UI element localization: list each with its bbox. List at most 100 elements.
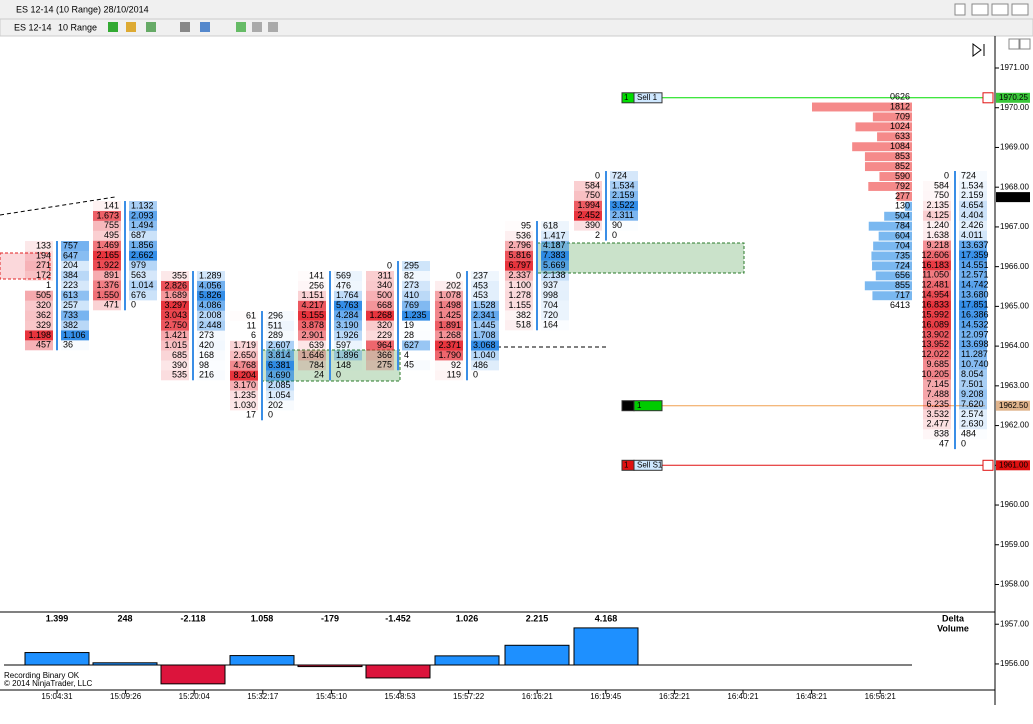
price-label: 1964.00 [1000,341,1029,350]
ask-cell [61,250,89,261]
ask-volume: 1.896 [336,350,359,360]
minimize-button[interactable] [971,3,989,16]
bid-cell [298,350,326,361]
profile-value: 709 [895,111,910,121]
ask-volume: 569 [336,270,351,280]
time-label: 15:45:10 [316,692,348,701]
order-cancel[interactable] [982,459,994,471]
price-label: 1971.00 [1000,63,1029,72]
price-label: 1956.00 [1000,659,1029,668]
panel-button[interactable] [1019,38,1031,50]
bid-cell [93,270,121,281]
bid-volume: 271 [36,260,51,270]
bid-volume: 838 [934,429,949,439]
ask-volume: 11.287 [961,349,988,359]
instrument-selector[interactable]: ES 12-14 [14,22,52,32]
bid-volume: 16.183 [921,260,949,270]
bid-volume: 2.337 [508,270,531,280]
scroll-end-button[interactable] [972,43,985,57]
profile-bar [871,251,912,261]
bid-cell [230,340,258,351]
bid-volume: 1.240 [926,220,949,230]
icon[interactable] [200,22,210,32]
bid-volume: 382 [516,310,531,320]
bid-cell [366,280,394,291]
delta-bar [434,655,500,666]
bid-cell [923,419,951,430]
bid-cell [923,200,951,211]
close-button[interactable] [1011,3,1029,16]
profile-value: 604 [895,230,910,240]
ask-cell [334,330,362,341]
order-qty: 5.25 [624,401,640,410]
bid-volume: 15.992 [921,309,949,319]
ask-volume: 0 [473,370,478,380]
icon[interactable] [146,22,156,32]
bid-cell [923,369,951,380]
price-marker-label: 1970.25 [999,93,1028,102]
bid-volume: 0 [944,170,949,180]
ask-volume: 5.669 [543,260,566,270]
bid-cell [298,290,326,301]
bid-volume: 1.689 [164,290,187,300]
icon[interactable] [126,22,136,32]
bid-volume: 891 [104,270,119,280]
ask-volume: 3.814 [268,350,291,360]
ask-volume: 36 [63,340,73,350]
bid-volume: 24 [314,370,324,380]
bid-cell [298,310,326,321]
ask-cell [959,240,987,251]
bid-volume: 6 [251,330,256,340]
icon[interactable] [236,22,246,32]
profile-bar [884,211,912,221]
bid-cell [161,330,189,341]
ask-volume: 10.740 [961,359,989,369]
ask-volume: 8.054 [961,369,984,379]
profile-bar [878,231,912,241]
ask-volume: 2.093 [131,210,154,220]
ask-volume: 5.826 [199,290,222,300]
bid-volume: 1.469 [96,240,119,250]
bid-volume: 3.532 [926,409,949,419]
icon[interactable] [268,22,278,32]
ask-volume: 168 [199,350,214,360]
order-cancel[interactable] [982,92,994,104]
profile-bar [868,221,912,231]
bid-cell [366,300,394,311]
ask-volume: 937 [543,280,558,290]
time-label: 15:32:17 [247,692,279,701]
bid-volume: 1.891 [438,320,461,330]
maximize-button[interactable] [991,3,1009,16]
ask-volume: 2.008 [199,310,222,320]
bid-cell [435,330,463,341]
delta-bar [160,664,226,685]
ask-volume: 476 [336,280,351,290]
bid-volume: 329 [36,320,51,330]
panel-button[interactable] [1008,38,1020,50]
ask-volume: 2.341 [473,310,496,320]
bid-cell [435,340,463,351]
period-selector[interactable]: 10 Range [58,22,97,32]
icon[interactable] [180,22,190,32]
ask-volume: 0 [131,300,136,310]
ask-cell [471,350,499,361]
icon[interactable] [252,22,262,32]
bid-volume: 5.816 [508,250,531,260]
ask-cell [197,280,225,291]
ask-cell [334,310,362,321]
bid-volume: 1.235 [233,390,256,400]
ask-cell [266,320,294,331]
bid-volume: 16.089 [921,319,949,329]
icon[interactable] [108,22,118,32]
bid-volume: 2.796 [508,240,531,250]
price-label: 1970.00 [1000,103,1029,112]
ask-cell [959,180,987,191]
bid-volume: 2.477 [926,419,949,429]
lock-button[interactable] [954,3,966,16]
bid-cell [25,290,53,301]
ask-cell [61,280,89,291]
ask-cell [402,290,430,301]
ask-volume: 82 [404,270,414,280]
delta-label: -179 [321,613,339,623]
bid-cell [161,350,189,361]
